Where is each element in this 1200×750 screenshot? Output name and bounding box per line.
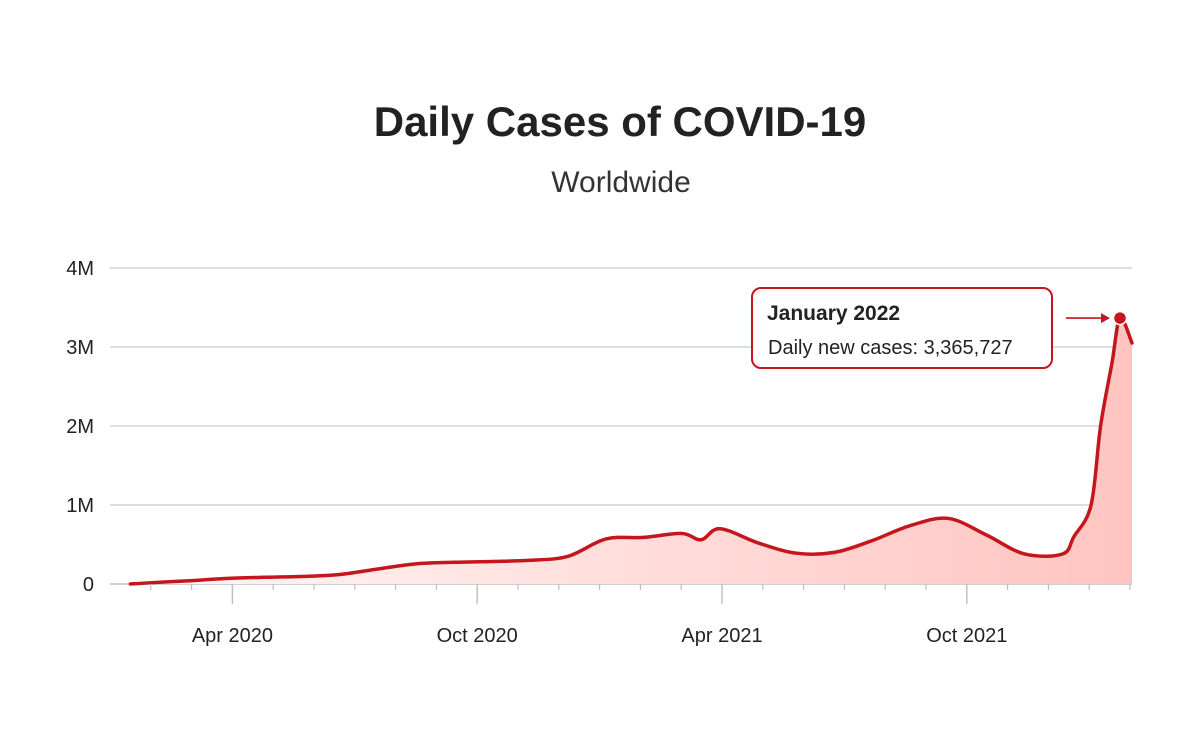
- annotation-arrow-head: [1101, 313, 1110, 324]
- series-line: [128, 316, 1134, 586]
- xtick-label: Apr 2021: [681, 625, 762, 647]
- chart-subtitle: Worldwide: [551, 166, 691, 199]
- ytick-label: 0: [83, 574, 94, 596]
- xtick-label: Oct 2021: [926, 625, 1007, 647]
- ytick-label: 1M: [66, 495, 94, 517]
- ytick-label: 4M: [66, 258, 94, 280]
- ytick-label: 3M: [66, 337, 94, 359]
- tooltip-body: Daily new cases: 3,365,727: [768, 337, 1013, 359]
- peak-tooltip: January 2022 Daily new cases: 3,365,727: [751, 287, 1053, 369]
- series-area: [130, 317, 1132, 584]
- xtick-label: Oct 2020: [437, 625, 518, 647]
- tooltip-title: January 2022: [767, 302, 901, 325]
- chart-title: Daily Cases of COVID-19: [373, 98, 867, 145]
- xtick-label: Apr 2020: [192, 625, 273, 647]
- ytick-label: 2M: [66, 416, 94, 438]
- peak-point: [1112, 310, 1128, 326]
